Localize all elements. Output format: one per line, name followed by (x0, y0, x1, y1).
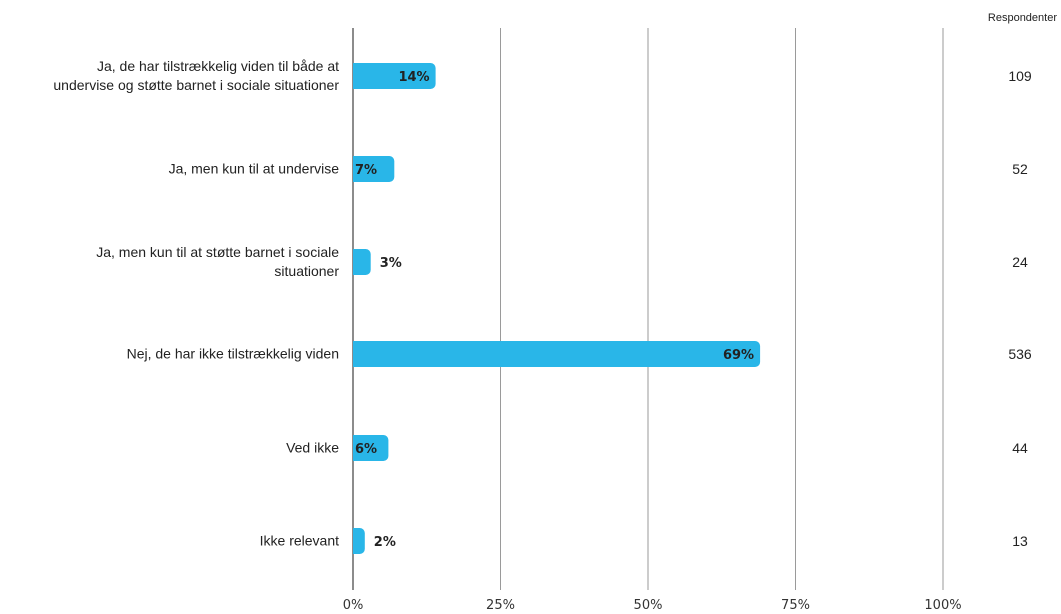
bar-value-label: 6% (355, 442, 377, 457)
bar-cap (353, 528, 359, 554)
category-label: Ja, de har tilstrækkelig viden til både … (53, 58, 339, 93)
respondent-count: 44 (1012, 440, 1028, 456)
x-tick-label: 25% (486, 598, 515, 613)
respondent-count: 52 (1012, 161, 1028, 177)
category-label: Ikke relevant (259, 532, 339, 549)
bar-value-label: 14% (398, 70, 429, 85)
bar-cap (353, 435, 359, 461)
bar-value-label: 2% (374, 535, 396, 550)
category-label: Ja, men kun til at støtte barnet i socia… (96, 244, 339, 279)
bar (353, 156, 395, 182)
bar-value-label: 69% (723, 348, 754, 363)
bar-cap (353, 156, 359, 182)
bar-value-label: 3% (380, 256, 402, 271)
bar-value-label: 7% (355, 163, 377, 178)
respondent-count: 13 (1012, 533, 1028, 549)
x-tick-label: 100% (924, 598, 961, 613)
bar-cap (353, 249, 359, 275)
respondents-header: Respondenter (987, 12, 1057, 24)
respondent-count: 536 (1008, 346, 1032, 362)
bar-cap (353, 341, 359, 367)
bar (353, 63, 436, 89)
x-tick-label: 0% (343, 598, 364, 613)
bar (353, 341, 761, 367)
x-tick-label: 50% (634, 598, 663, 613)
respondent-count: 109 (1008, 68, 1032, 84)
bar (353, 435, 389, 461)
x-tick-label: 75% (781, 598, 810, 613)
category-label: Ja, men kun til at undervise (168, 160, 339, 177)
respondent-count: 24 (1012, 254, 1028, 270)
category-label: Ved ikke (286, 439, 339, 456)
bar-cap (353, 63, 359, 89)
category-label: Nej, de har ikke tilstrækkelig viden (126, 345, 339, 362)
